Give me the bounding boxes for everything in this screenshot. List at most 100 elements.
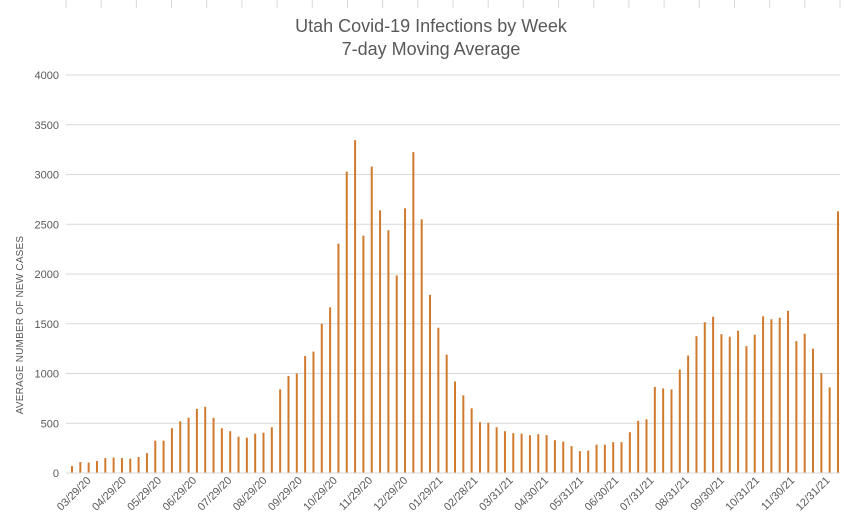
chart-title: Utah Covid-19 Infections by Week: [295, 16, 568, 36]
x-tick-label: 07/29/20: [196, 475, 235, 514]
bar: [520, 433, 523, 473]
x-tick-label: 01/29/21: [407, 475, 446, 514]
bar: [662, 388, 665, 473]
bar: [245, 437, 248, 473]
bar: [487, 422, 490, 473]
bar: [820, 373, 823, 473]
bar: [404, 208, 407, 473]
x-tick-label: 11/30/21: [759, 475, 797, 513]
bar: [204, 406, 207, 473]
bar: [229, 431, 232, 473]
x-tick-label: 05/31/21: [547, 475, 586, 514]
bar: [637, 420, 640, 473]
bar: [95, 461, 98, 473]
x-tick-label: 10/31/21: [723, 475, 762, 514]
bar-series: [71, 140, 839, 474]
y-tick-label: 500: [41, 418, 59, 430]
bar: [329, 307, 332, 473]
bar: [812, 348, 815, 474]
x-tick-label: 09/30/21: [688, 475, 727, 514]
bar: [254, 433, 257, 473]
bar: [312, 351, 315, 473]
bar: [778, 317, 781, 473]
bar: [762, 316, 765, 473]
bar: [703, 322, 706, 473]
bar: [837, 211, 839, 473]
bar: [462, 395, 465, 473]
x-tick-label: 03/31/21: [477, 475, 516, 514]
x-tick-label: 09/29/20: [266, 475, 305, 514]
bar: [578, 451, 581, 473]
bar: [212, 417, 215, 473]
bar: [295, 373, 298, 473]
bar: [154, 440, 157, 473]
bar: [595, 444, 598, 473]
y-tick-labels: 0 500 1000 1500 2000 2500 3000 3500 4000: [35, 70, 59, 480]
bar: [695, 336, 698, 473]
x-tick-label: 07/31/21: [618, 475, 657, 514]
y-axis-title: AVERAGE NUMBER OF NEW CASES: [15, 236, 26, 415]
horizontal-gridlines: [66, 74, 840, 424]
x-tick-label: 04/29/20: [90, 475, 129, 514]
bar: [745, 346, 748, 473]
bar: [71, 466, 73, 473]
x-tick-label: 11/29/20: [337, 475, 375, 513]
bar: [395, 275, 398, 473]
bar: [620, 442, 623, 473]
bar: [737, 330, 740, 473]
x-tick-label: 12/29/20: [372, 475, 411, 514]
bar: [362, 235, 365, 473]
bar: [387, 230, 390, 473]
bar: [145, 453, 148, 473]
bar: [562, 441, 565, 473]
bar: [162, 440, 165, 473]
bar: [270, 427, 273, 473]
bar: [670, 389, 673, 473]
bar: [687, 355, 690, 473]
bar: [678, 369, 681, 473]
bar: [237, 436, 240, 473]
y-tick-label: 0: [53, 468, 59, 480]
bar: [179, 421, 182, 473]
y-tick-label: 2000: [35, 269, 59, 281]
bar: [337, 243, 340, 473]
bar: [170, 428, 173, 473]
bar: [728, 336, 731, 473]
bar: [787, 310, 790, 473]
x-tick-label: 08/29/20: [231, 475, 270, 514]
bar: [345, 171, 348, 473]
x-tick-label: 04/30/21: [512, 475, 551, 514]
bar: [545, 435, 548, 473]
bar: [437, 327, 440, 473]
vertical-gridlines: [65, 0, 841, 8]
bar: [645, 419, 648, 473]
x-tick-label: 10/29/20: [301, 475, 340, 514]
bar: [370, 166, 373, 474]
bar: [503, 431, 506, 473]
x-tick-label: 06/30/21: [583, 475, 622, 514]
bar: [828, 387, 831, 473]
bar: [587, 450, 590, 473]
x-tick-labels: 03/29/2004/29/2005/29/2006/29/2007/29/20…: [55, 475, 833, 514]
bar: [120, 458, 123, 473]
bar: [653, 386, 656, 473]
bar: [429, 294, 432, 473]
bar: [320, 323, 323, 473]
x-tick-label: 06/29/20: [160, 475, 199, 514]
bar: [553, 440, 556, 473]
y-tick-label: 1000: [35, 369, 59, 381]
bar: [612, 442, 615, 473]
bar: [454, 381, 456, 473]
bar: [220, 428, 223, 473]
bar: [279, 389, 282, 473]
bar: [770, 319, 773, 473]
bar: [712, 316, 715, 473]
bar: [262, 432, 265, 473]
bar: [528, 435, 531, 473]
bar: [803, 333, 806, 473]
bar: [304, 356, 307, 473]
bar: [87, 462, 90, 473]
bar: [795, 341, 798, 473]
bar: [129, 458, 132, 473]
